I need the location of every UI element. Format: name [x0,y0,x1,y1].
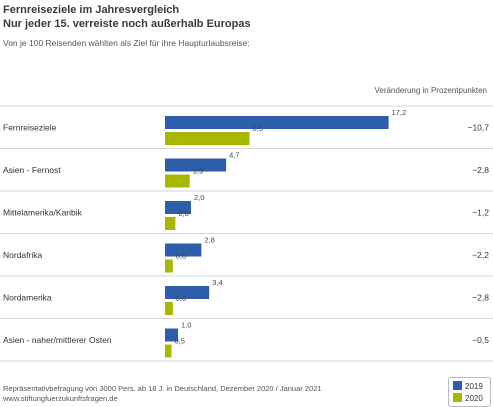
category-label: Fernreiseziele [3,122,57,132]
bar-2020 [165,259,173,273]
change-value: −2,8 [472,165,489,175]
data-label-2019: 2,8 [204,236,214,245]
source-note: Repräsentativbefragung von 3000 Pers. ab… [3,384,322,393]
bar-2020 [165,174,190,188]
category-label: Nordamerika [3,292,52,302]
bar-2020 [165,302,173,315]
category-label: Asien - Fernost [3,165,61,175]
change-value: −2,8 [472,292,489,302]
bar-2020 [165,132,250,145]
legend: 2019 2020 [448,377,491,407]
data-label-2019: 1,0 [181,321,191,330]
data-label-2020: 1,9 [193,167,203,176]
source-url[interactable]: www.stiftungfuerzukunftsfragen.de [3,394,118,403]
bar-2019 [165,328,178,342]
legend-label-2020: 2020 [465,394,483,403]
data-label-2020: 6,5 [253,124,263,133]
data-label-2020: 0,6 [176,294,186,303]
change-value: −10,7 [467,122,489,132]
legend-item-2019: 2019 [453,381,483,392]
change-value: −2,2 [472,250,489,260]
category-label: Asien - naher/mittlerer Osten [3,335,112,345]
legend-swatch-2019 [453,381,462,390]
data-label-2019: 3,4 [212,278,222,287]
category-label: Mittelamerika/Karibik [3,207,83,217]
title-line-1: Fernreiseziele im Jahresvergleich [3,4,180,16]
bar-2020 [165,217,176,230]
data-label-2020: 0,6 [176,252,186,261]
change-value: −0,5 [472,335,489,345]
legend-item-2020: 2020 [453,393,483,404]
bar-chart: Fernreiseziele 17,2 6,5 −10,7 Asien - Fernos… [0,105,493,362]
chart-subtitle: Von je 100 Reisenden wählten als Ziel fü… [3,38,250,48]
data-label-2019: 17,2 [392,108,407,117]
change-value: −1,2 [472,207,489,217]
bar-2019 [165,243,202,257]
data-label-2020: 0,8 [178,209,188,218]
bar-2019 [165,201,191,214]
legend-swatch-2020 [453,393,462,402]
chart-title: Fernreiseziele im Jahresvergleich Nur je… [3,3,251,31]
data-label-2019: 2,0 [194,193,204,202]
bar-2019 [165,286,210,299]
title-line-2: Nur jeder 15. verreiste noch außerhalb E… [3,18,251,30]
data-label-2019: 4,7 [229,151,239,160]
data-label-2020: 0,5 [175,337,185,346]
bar-2020 [165,344,172,358]
category-label: Nordafrika [3,250,42,260]
legend-label-2019: 2019 [465,382,483,391]
chart-footer: Repräsentativbefragung von 3000 Pers. ab… [3,384,322,404]
bar-2019 [165,116,389,129]
bar-2019 [165,158,227,172]
change-column-header: Veränderung in Prozentpunkten [374,86,487,95]
